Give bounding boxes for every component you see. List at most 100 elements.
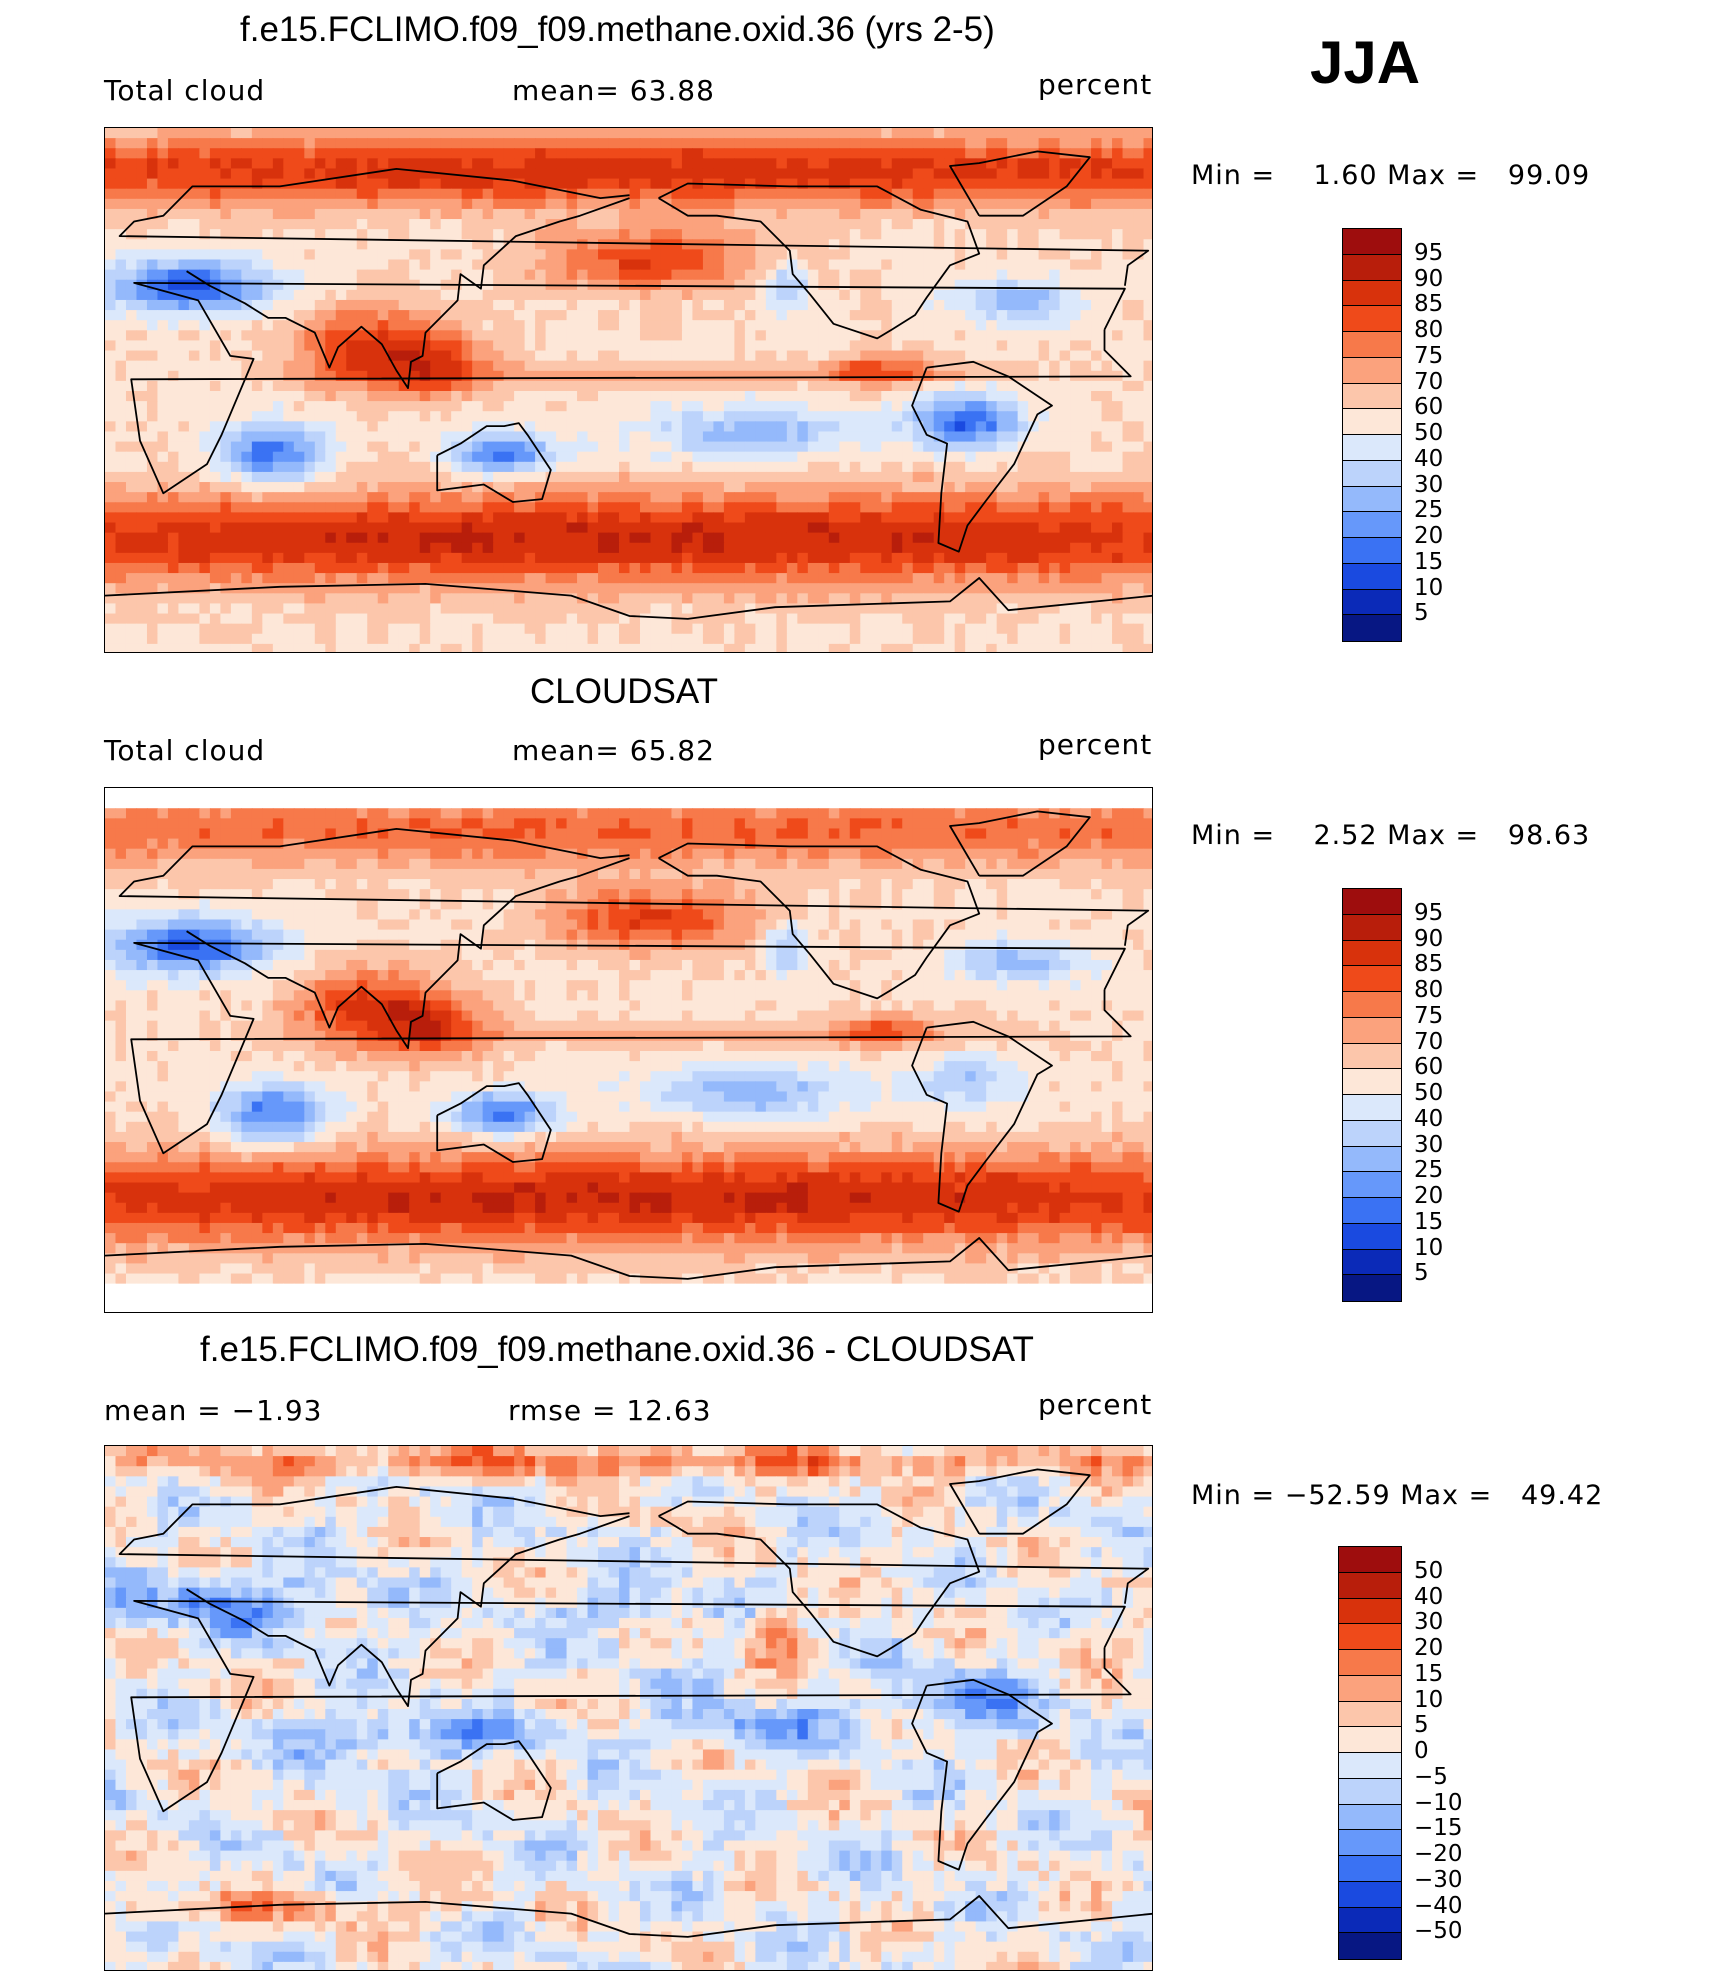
colorbar-tick-label: 50 [1414, 1557, 1444, 1584]
colorbar-swatch [1343, 306, 1401, 332]
panel-2-title: CLOUDSAT [530, 672, 718, 711]
colorbar-swatch [1343, 1249, 1401, 1276]
colorbar-swatch [1343, 1223, 1401, 1250]
colorbar-tick-label: 5 [1414, 1260, 1429, 1287]
panel-2-mean-label: mean= 65.82 [512, 734, 715, 767]
colorbar-tick-label: 40 [1414, 445, 1444, 472]
colorbar-tick-label: 90 [1414, 925, 1444, 952]
colorbar-tick-label: 15 [1414, 1660, 1444, 1687]
colorbar-swatch [1343, 966, 1401, 992]
colorbar-tick-label: 30 [1414, 1131, 1444, 1158]
colorbar-swatch [1343, 940, 1401, 967]
colorbar-tick-label: 20 [1414, 523, 1444, 549]
colorbar-swatch [1343, 889, 1401, 915]
colorbar-tick-label: −15 [1414, 1815, 1463, 1842]
colorbar-swatch [1343, 460, 1401, 487]
panel-3-colorbar [1338, 1546, 1402, 1960]
colorbar-tick-label: 60 [1414, 394, 1444, 421]
colorbar-swatch [1343, 1146, 1401, 1173]
panel-1-map-field [105, 128, 1152, 652]
colorbar-swatch [1339, 1675, 1401, 1702]
colorbar-swatch [1339, 1778, 1401, 1805]
panel-2-map [104, 787, 1153, 1313]
panel-1-minmax: Min = 1.60 Max = 99.09 [1191, 160, 1591, 191]
colorbar-swatch [1339, 1572, 1401, 1599]
colorbar-tick-label: 15 [1414, 548, 1444, 575]
panel-3-title: f.e15.FCLIMO.f09_f09.methane.oxid.36 - C… [200, 1330, 1034, 1369]
colorbar-tick-label: −30 [1414, 1866, 1463, 1893]
colorbar-swatch [1339, 1804, 1401, 1831]
colorbar-swatch [1343, 1275, 1401, 1301]
season-label: JJA [1310, 29, 1421, 96]
colorbar-swatch [1343, 280, 1401, 307]
colorbar-tick-label: 80 [1414, 317, 1444, 343]
panel-1-map [104, 127, 1153, 653]
panel-2-minmax: Min = 2.52 Max = 98.63 [1191, 820, 1591, 851]
colorbar-tick-label: 50 [1414, 1080, 1444, 1106]
colorbar-swatch [1343, 1069, 1401, 1095]
colorbar-swatch [1343, 589, 1401, 616]
panel-2-variable-label: Total cloud [104, 734, 266, 767]
colorbar-swatch [1343, 538, 1401, 564]
colorbar-swatch [1339, 1727, 1401, 1753]
colorbar-swatch [1339, 1624, 1401, 1650]
colorbar-swatch [1343, 1017, 1401, 1044]
colorbar-tick-label: 10 [1414, 574, 1444, 601]
colorbar-tick-label: 15 [1414, 1208, 1444, 1235]
colorbar-tick-label: 40 [1414, 1583, 1444, 1610]
colorbar-tick-label: 25 [1414, 1157, 1444, 1184]
colorbar-swatch [1339, 1830, 1401, 1856]
colorbar-swatch [1343, 435, 1401, 461]
panel-1-units-label: percent [1038, 68, 1153, 101]
colorbar-swatch [1343, 615, 1401, 641]
colorbar-tick-label: 5 [1414, 600, 1429, 627]
colorbar-swatch [1343, 512, 1401, 538]
panel-1-title: f.e15.FCLIMO.f09_f09.methane.oxid.36 (yr… [240, 10, 995, 49]
colorbar-swatch [1343, 1120, 1401, 1147]
colorbar-swatch [1339, 1881, 1401, 1908]
colorbar-swatch [1339, 1701, 1401, 1728]
panel-2-units-label: percent [1038, 728, 1153, 761]
colorbar-swatch [1343, 914, 1401, 941]
colorbar-tick-label: −50 [1414, 1918, 1463, 1945]
panel-1-mean-label: mean= 63.88 [512, 74, 715, 107]
colorbar-tick-label: 60 [1414, 1054, 1444, 1081]
colorbar-tick-label: −20 [1414, 1841, 1463, 1867]
colorbar-tick-label: 70 [1414, 1028, 1444, 1055]
colorbar-tick-label: 90 [1414, 265, 1444, 292]
panel-3-rmse-label: rmse = 12.63 [508, 1394, 712, 1427]
panel-3-minmax: Min = −52.59 Max = 49.42 [1191, 1480, 1604, 1511]
colorbar-tick-label: 10 [1414, 1686, 1444, 1713]
colorbar-swatch [1339, 1650, 1401, 1676]
colorbar-swatch [1343, 357, 1401, 384]
colorbar-swatch [1339, 1598, 1401, 1625]
colorbar-tick-label: 30 [1414, 471, 1444, 498]
colorbar-swatch [1343, 332, 1401, 358]
panel-1-colorbar [1342, 228, 1402, 642]
colorbar-swatch [1339, 1856, 1401, 1882]
colorbar-swatch [1339, 1753, 1401, 1779]
colorbar-tick-label: 80 [1414, 977, 1444, 1003]
colorbar-tick-label: 70 [1414, 368, 1444, 395]
colorbar-tick-label: 95 [1414, 899, 1444, 926]
colorbar-swatch [1343, 1198, 1401, 1224]
colorbar-tick-label: 20 [1414, 1183, 1444, 1209]
colorbar-tick-label: 30 [1414, 1609, 1444, 1636]
panel-3-mean-label: mean = −1.93 [104, 1394, 323, 1427]
colorbar-swatch [1339, 1907, 1401, 1934]
colorbar-tick-label: −40 [1414, 1892, 1463, 1919]
panel-1-variable-label: Total cloud [104, 74, 266, 107]
colorbar-swatch [1343, 563, 1401, 590]
colorbar-tick-label: 40 [1414, 1105, 1444, 1132]
colorbar-tick-label: 85 [1414, 291, 1444, 318]
colorbar-tick-label: 20 [1414, 1635, 1444, 1661]
colorbar-swatch [1343, 1172, 1401, 1198]
colorbar-tick-label: 10 [1414, 1234, 1444, 1261]
colorbar-swatch [1339, 1933, 1401, 1959]
colorbar-tick-label: −5 [1414, 1763, 1448, 1790]
colorbar-swatch [1343, 992, 1401, 1018]
colorbar-tick-label: 95 [1414, 239, 1444, 266]
colorbar-tick-label: 0 [1414, 1738, 1429, 1764]
colorbar-swatch [1343, 1095, 1401, 1121]
colorbar-swatch [1343, 486, 1401, 513]
